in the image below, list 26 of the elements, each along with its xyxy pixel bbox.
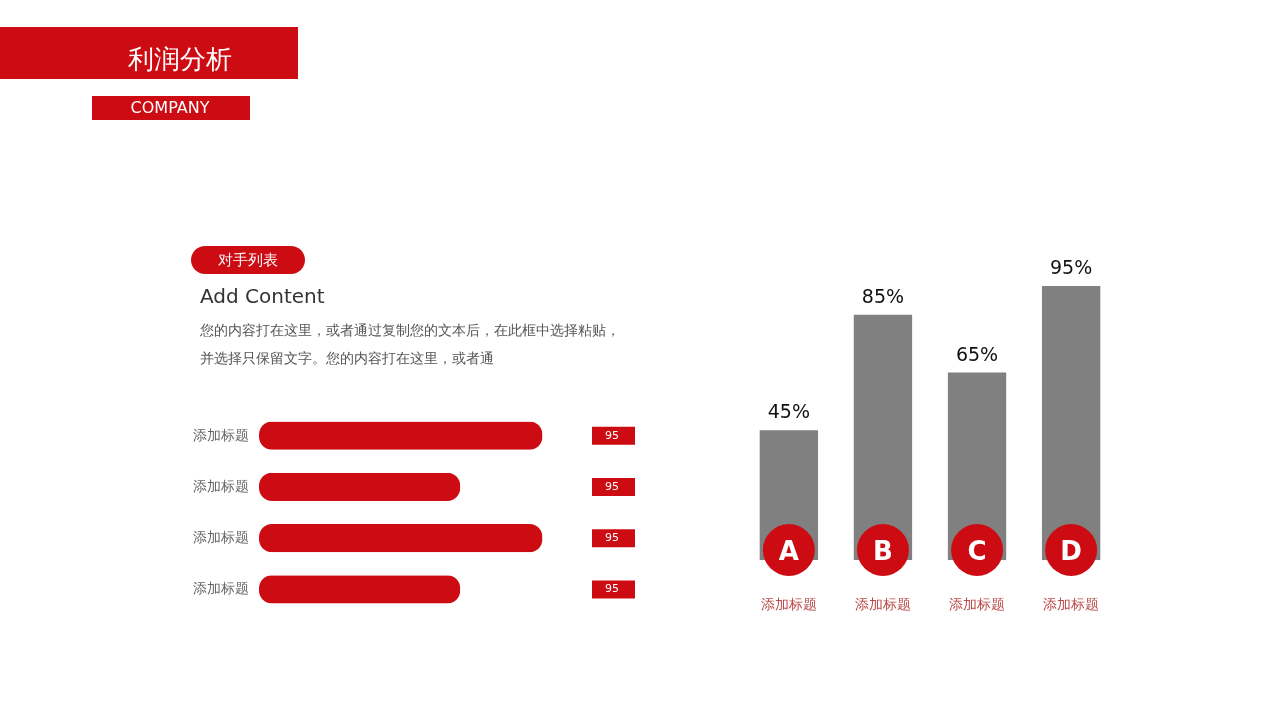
text: 95 xyxy=(605,479,619,493)
y-tick-label: 添加标题 xyxy=(192,426,249,443)
y-tick-label: 添加标题 xyxy=(192,529,249,546)
chart-title: 利润分析 xyxy=(128,44,232,74)
x-tick-label: 添加标题 xyxy=(949,595,1006,612)
annotation: B xyxy=(873,536,893,566)
annotation: A xyxy=(778,536,799,566)
text: Add Content xyxy=(200,284,325,308)
chart-subtitle: COMPANY xyxy=(130,98,210,117)
data-label: 95% xyxy=(1050,256,1093,278)
text: 95 xyxy=(605,428,619,442)
text: 您的内容打在这里，或者通过复制您的文本后，在此框中选择粘贴， xyxy=(199,322,620,338)
annotation: C xyxy=(967,536,987,566)
text: 95 xyxy=(605,582,619,596)
x-tick-label: 添加标题 xyxy=(854,595,911,612)
data-label: 85% xyxy=(861,284,905,307)
text: 对手列表 xyxy=(218,251,278,269)
text: 95 xyxy=(605,531,619,545)
y-tick-label: 添加标题 xyxy=(192,477,249,494)
x-tick-label: 添加标题 xyxy=(760,595,817,612)
data-label: 45% xyxy=(767,400,810,423)
y-tick-label: 添加标题 xyxy=(192,580,249,597)
annotation: D xyxy=(1060,536,1082,566)
text: 并选择只保留文字。您的内容打在这里，或者通 xyxy=(200,350,494,366)
x-tick-label: 添加标题 xyxy=(1043,595,1100,612)
data-label: 65% xyxy=(955,342,999,365)
